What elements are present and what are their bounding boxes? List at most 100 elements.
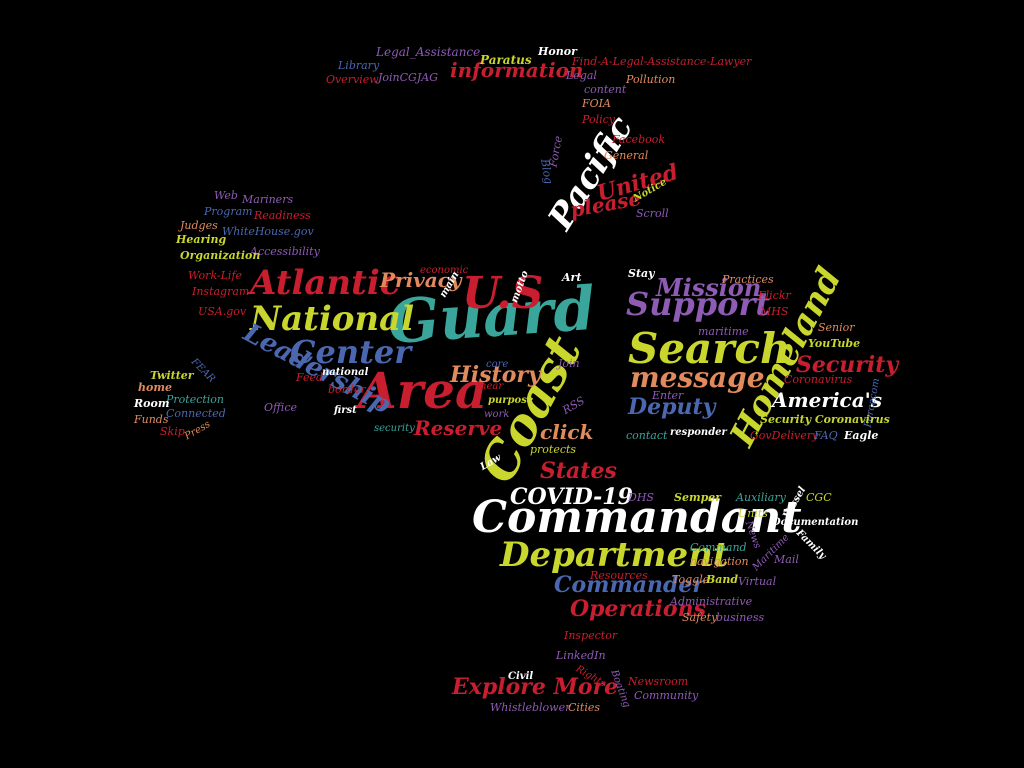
word-economic: economic	[420, 265, 469, 276]
word-office: Office	[264, 401, 297, 414]
word-mhs: MHS	[760, 305, 789, 318]
word-joincgjag: JoinCGJAG	[378, 71, 438, 84]
word-mission: Mission	[656, 273, 762, 302]
word-web: Web	[214, 189, 238, 202]
word-dhs: DHS	[628, 491, 654, 504]
word-whitehouse: WhiteHouse.gov	[222, 225, 314, 238]
word-resources: Resources	[590, 569, 648, 582]
word-mariners: Mariners	[242, 193, 294, 206]
word-contact: contact	[626, 429, 668, 442]
word-toggle: Toggle	[672, 573, 710, 586]
word-commander: Commander	[554, 572, 704, 598]
word-mail: Mail	[774, 553, 799, 566]
word-coronavirus1: Coronavirus	[784, 373, 853, 386]
word-inspector: Inspector	[564, 629, 618, 642]
word-documentation: Documentation	[772, 517, 859, 528]
word-security: Security	[796, 352, 899, 378]
word-judges: Judges	[180, 219, 218, 232]
word-worklife: Work-Life	[188, 269, 243, 282]
word-flickr: Flickr	[758, 289, 791, 302]
word-first: first	[334, 405, 357, 416]
word-practices: Practices	[722, 273, 774, 286]
word-youtube: YouTube	[808, 337, 861, 350]
word-feed: Feed	[296, 371, 324, 384]
word-explore: Explore More	[452, 674, 619, 700]
word-program: Program	[204, 205, 253, 218]
word-newsroom: Newsroom	[628, 675, 689, 688]
word-whistleblower: Whistleblower	[490, 701, 571, 714]
word-linkedin: LinkedIn	[556, 649, 606, 662]
word-facebook: Facebook	[612, 133, 666, 146]
word-pollution: Pollution	[626, 73, 676, 86]
word-home: home	[138, 381, 172, 394]
word-enter: Enter	[652, 389, 684, 402]
word-responder: responder	[670, 427, 727, 438]
word-connected: Connected	[166, 407, 226, 420]
word-information: information	[450, 58, 584, 82]
word-border: border	[328, 383, 366, 396]
word-faq: FAQ	[814, 429, 838, 442]
word-department: Department	[500, 535, 729, 575]
word-honor: Honor	[538, 45, 577, 58]
word-operations: Operations	[570, 596, 706, 622]
word-hearing: Hearing	[176, 233, 227, 246]
word-security-lc: security	[374, 423, 415, 434]
word-eagle: Eagle	[844, 429, 879, 442]
word-scroll: Scroll	[636, 207, 669, 220]
word-units: Units	[738, 507, 768, 520]
word-usagov: USA.gov	[198, 305, 247, 318]
word-security-coronavirus: Security Coronavirus	[760, 413, 890, 426]
word-legal: Legal	[566, 69, 597, 82]
word-search: Search	[628, 324, 791, 373]
word-atlantic: Atlantic	[250, 263, 401, 303]
word-maritime-lc: maritime	[698, 325, 749, 338]
word-support: Support	[626, 285, 771, 323]
word-protection: Protection	[166, 393, 225, 406]
word-states: States	[540, 458, 617, 484]
word-national: National	[250, 299, 415, 339]
word-art: Art	[562, 271, 582, 284]
word-privacy: Privacy	[380, 268, 462, 292]
word-commandant: Commandant	[472, 492, 802, 543]
word-press: Press	[182, 418, 213, 443]
word-americas: America's	[772, 388, 883, 412]
word-administrative: Administrative	[670, 595, 753, 608]
word-semper: Semper	[674, 491, 722, 504]
word-organization: Organization	[180, 249, 261, 262]
word-twitter: Twitter	[150, 369, 194, 382]
word-legal-assistance: Legal_Assistance	[376, 45, 481, 59]
word-foia: FOIA	[582, 97, 611, 110]
word-policy: Policy	[582, 113, 615, 126]
word-command: Command	[690, 541, 747, 554]
word-stay: Stay	[628, 267, 655, 280]
word-covid: COVID-19	[510, 484, 633, 510]
word-navigation: navigation	[690, 555, 749, 568]
word-history: History	[450, 362, 541, 388]
word-business: business	[716, 611, 765, 624]
word-message: message	[630, 361, 765, 394]
word-near: near	[480, 381, 504, 392]
word-content: content	[584, 83, 627, 96]
word-instagram: Instagram	[192, 285, 250, 298]
word-general: General	[604, 149, 649, 162]
word-us: U.S	[462, 268, 544, 319]
word-core: core	[486, 359, 509, 370]
word-national-lc: national	[322, 367, 369, 378]
word-deputy: Deputy	[628, 394, 716, 420]
word-overview: Overview	[326, 73, 379, 86]
word-reserve: Reserve	[414, 416, 503, 440]
word-auxiliary: Auxiliary	[736, 491, 786, 504]
word-band: Band	[706, 573, 739, 586]
word-accessibility: Accessibility	[250, 245, 320, 258]
word-paratus: Paratus	[480, 53, 532, 67]
word-click: click	[540, 420, 594, 444]
word-senior: Senior	[818, 321, 855, 334]
word-skip: Skip	[160, 425, 185, 438]
word-community: Community	[634, 689, 699, 702]
word-govdelivery: GovDelivery	[750, 429, 819, 442]
word-safety: Safety	[682, 611, 718, 624]
word-join: Join	[558, 357, 580, 370]
word-center: Center	[290, 333, 412, 371]
word-cities: Cities	[568, 701, 601, 714]
